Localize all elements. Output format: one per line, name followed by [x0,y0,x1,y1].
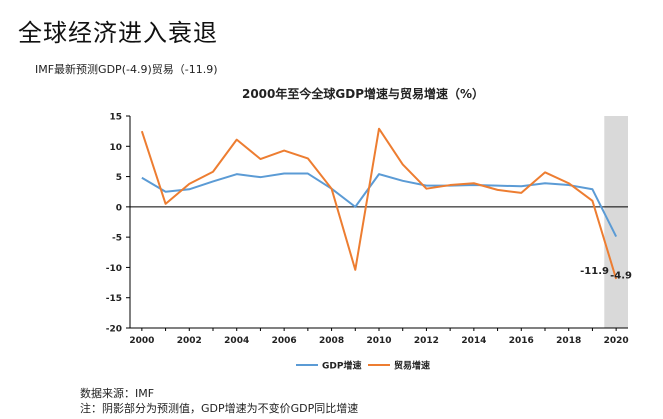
series-line-trade [140,127,618,280]
y-tick-label: -20 [106,325,122,335]
y-tick-label: 10 [109,143,122,153]
footer: 数据来源：IMF 注：阴影部分为预测值，GDP增速为不变价GDP同比增速 [80,386,358,416]
series-line-gdp [141,172,618,237]
legend-label-trade: 贸易增速 [394,360,430,372]
x-tick-label: 2018 [556,336,581,346]
slide-title: 全球经济进入衰退 [18,19,218,47]
axis-layer: 15 10 5 0 -5 -10 -15 -20 2000 2002 2004 2006 2008 201… [106,113,629,347]
x-tick-label: 2020 [604,336,629,346]
legend-label-gdp: GDP增速 [322,360,361,372]
forecast-shade-layer [604,116,628,328]
x-tick-label: 2004 [224,336,249,346]
x-tick-label: 2002 [177,336,202,346]
footnote-text: 注：阴影部分为预测值，GDP增速为不变价GDP同比增速 [80,402,359,415]
y-tick-label: -15 [106,294,122,304]
x-tick-label: 2012 [414,336,439,346]
x-tick-label: 2014 [461,336,486,346]
legend: GDP增速 贸易增速 [296,360,430,372]
data-label: -11.9 [580,266,609,277]
y-tick-label: 0 [116,203,122,213]
data-label: -4.9 [610,271,632,282]
chart-title: 2000年至今全球GDP增速与贸易增速（%） [242,86,484,101]
data-source-text: 数据来源：IMF [80,387,155,400]
slide-subtitle: IMF最新预测GDP(-4.9)贸易（-11.9) [35,63,218,76]
x-tick-label: 2008 [319,336,344,346]
x-tick-label: 2016 [509,336,534,346]
series-layer [140,127,618,280]
y-tick-label: 15 [109,113,122,123]
y-tick-label: -5 [112,234,122,244]
x-tick-label: 2010 [366,336,391,346]
y-tick-label: 5 [116,173,122,183]
y-tick-label: -10 [106,264,122,274]
x-tick-label: 2006 [272,336,297,346]
annotation-layer: -4.9-11.9 [580,266,632,282]
x-tick-label: 2000 [129,336,154,346]
forecast-shade [604,116,628,328]
